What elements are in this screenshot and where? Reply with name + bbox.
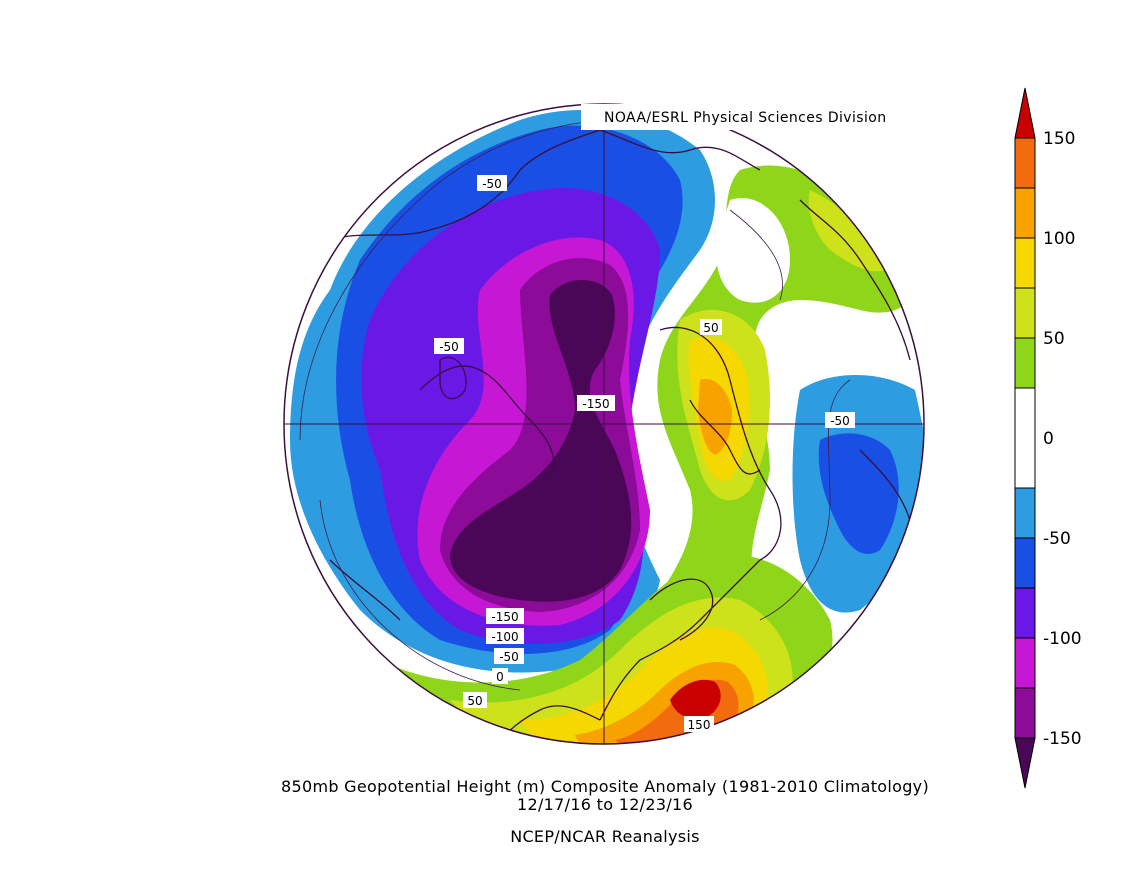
- colorbar-tick-label: 100: [1043, 229, 1075, 249]
- credit-text: NOAA/ESRL Physical Sciences Division: [604, 110, 887, 126]
- colorbar-band: [1014, 187, 1036, 239]
- contour-label: 50: [463, 692, 487, 708]
- credit-background: [581, 104, 923, 130]
- colorbar-band: [1014, 87, 1036, 139]
- contour-label: -50: [477, 175, 507, 191]
- anomaly-region-neg150: [450, 280, 632, 602]
- contour-label: 0: [492, 668, 508, 684]
- anomaly-fields: [290, 110, 924, 744]
- contour-lines: [299, 119, 851, 691]
- anomaly-region-neg50-east: [818, 433, 899, 554]
- colorbar-band: [1014, 637, 1036, 689]
- colorbar-band: [1014, 337, 1036, 389]
- colorbar: 150 100 50 0 -50 -100 -150: [1014, 87, 1082, 789]
- svg-text:-150: -150: [491, 610, 518, 624]
- svg-text:-50: -50: [499, 650, 519, 664]
- colorbar-band: [1014, 737, 1036, 789]
- caption-line-3: NCEP/NCAR Reanalysis: [510, 827, 700, 846]
- colorbar-bands: [1014, 87, 1036, 789]
- contour-labels: -50 -50 -150 50 -50 -150 -100 -50 0 50 1…: [434, 175, 855, 732]
- colorbar-band: [1014, 137, 1036, 189]
- svg-text:0: 0: [496, 670, 504, 684]
- anomaly-region-pos150-europe: [670, 679, 721, 720]
- svg-text:150: 150: [688, 718, 711, 732]
- svg-text:-50: -50: [439, 340, 459, 354]
- colorbar-tick-label: -100: [1043, 629, 1082, 649]
- colorbar-band: [1014, 487, 1036, 539]
- colorbar-band: [1014, 587, 1036, 639]
- anomaly-region-zero-east: [716, 198, 790, 303]
- polar-map: -50 -50 -150 50 -50 -150 -100 -50 0 50 1…: [283, 103, 925, 745]
- svg-text:-50: -50: [482, 177, 502, 191]
- colorbar-tick-label: -150: [1043, 729, 1082, 749]
- svg-text:50: 50: [467, 694, 482, 708]
- colorbar-band: [1014, 687, 1036, 739]
- contour-label: -150: [577, 395, 615, 411]
- contour-label: -50: [825, 412, 855, 428]
- colorbar-tick-label: 150: [1043, 129, 1075, 149]
- colorbar-band: [1014, 287, 1036, 339]
- colorbar-tick-label: 0: [1043, 429, 1054, 449]
- colorbar-tick-label: -50: [1043, 529, 1071, 549]
- svg-text:-150: -150: [582, 397, 609, 411]
- svg-text:-100: -100: [491, 630, 518, 644]
- contour-label: -100: [486, 628, 524, 644]
- contour-label: 150: [684, 716, 714, 732]
- colorbar-band: [1014, 537, 1036, 589]
- colorbar-ticks: 150 100 50 0 -50 -100 -150: [1043, 129, 1082, 749]
- svg-text:50: 50: [703, 321, 718, 335]
- colorbar-tick-label: 50: [1043, 329, 1065, 349]
- colorbar-band: [1014, 387, 1036, 489]
- caption-line-1: 850mb Geopotential Height (m) Composite …: [281, 777, 929, 796]
- anomaly-region-pos100-mid: [698, 379, 732, 455]
- caption-line-2: 12/17/16 to 12/23/16: [517, 795, 693, 814]
- contour-label: -50: [434, 338, 464, 354]
- contour-label: 50: [700, 319, 722, 335]
- svg-text:-50: -50: [830, 414, 850, 428]
- colorbar-band: [1014, 237, 1036, 289]
- coastlines: [329, 129, 916, 741]
- contour-label: -50: [494, 648, 524, 664]
- anomaly-region-pos50-ne: [808, 190, 885, 272]
- contour-label: -150: [486, 608, 524, 624]
